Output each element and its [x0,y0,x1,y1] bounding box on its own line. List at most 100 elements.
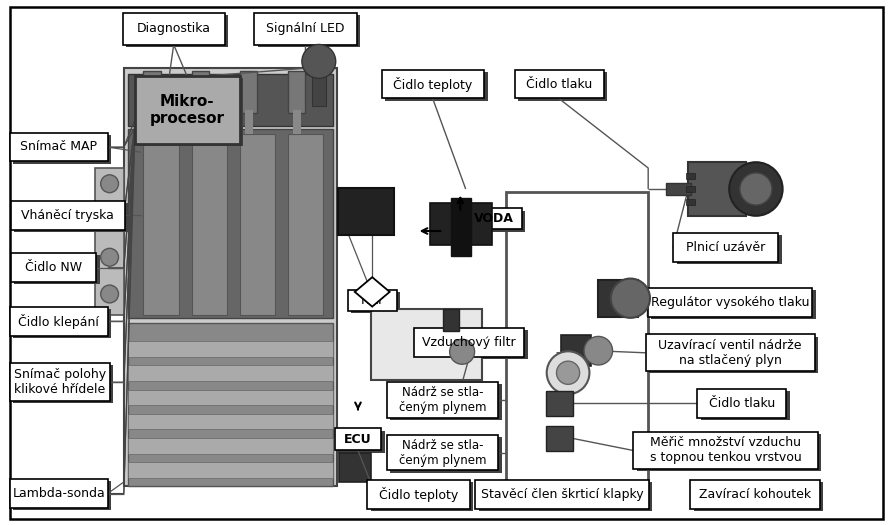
FancyBboxPatch shape [687,199,696,205]
Ellipse shape [556,361,580,384]
Text: Diagnostika: Diagnostika [137,23,211,35]
FancyBboxPatch shape [13,309,112,338]
FancyBboxPatch shape [690,480,820,509]
FancyBboxPatch shape [191,134,227,315]
Text: Uzavírací ventil nádrže
na stlačený plyn: Uzavírací ventil nádrže na stlačený plyn [658,339,802,367]
Text: Signální LED: Signální LED [266,23,345,35]
FancyBboxPatch shape [335,428,381,450]
FancyBboxPatch shape [191,71,209,113]
FancyBboxPatch shape [129,323,333,486]
FancyBboxPatch shape [13,134,112,164]
Text: Měřič množství vzduchu
s topnou tenkou vrstvou: Měřič množství vzduchu s topnou tenkou v… [650,436,802,465]
Ellipse shape [547,351,589,394]
FancyBboxPatch shape [144,71,162,113]
FancyBboxPatch shape [293,110,301,134]
FancyBboxPatch shape [390,437,502,472]
FancyBboxPatch shape [288,71,305,113]
Ellipse shape [611,279,650,318]
FancyBboxPatch shape [443,309,459,331]
FancyBboxPatch shape [126,15,229,47]
FancyBboxPatch shape [135,76,239,144]
Text: Stavěcí člen škrticí klapky: Stavěcí člen škrticí klapky [480,488,643,501]
FancyBboxPatch shape [414,328,524,357]
Text: Vzduchový filtr: Vzduchový filtr [422,336,516,349]
FancyBboxPatch shape [697,388,786,418]
Ellipse shape [730,162,782,216]
FancyBboxPatch shape [129,390,333,405]
FancyBboxPatch shape [144,134,179,315]
FancyBboxPatch shape [129,341,333,357]
Text: Čidlo teploty: Čidlo teploty [379,487,458,502]
Text: ECU: ECU [344,433,371,446]
FancyBboxPatch shape [351,292,400,313]
Text: Čidlo klepání: Čidlo klepání [19,314,99,329]
Polygon shape [355,277,389,307]
Ellipse shape [302,45,336,78]
FancyBboxPatch shape [381,69,484,99]
FancyBboxPatch shape [347,290,396,311]
FancyBboxPatch shape [338,188,394,235]
FancyBboxPatch shape [637,434,822,471]
FancyBboxPatch shape [129,74,333,126]
FancyBboxPatch shape [701,391,789,420]
FancyBboxPatch shape [677,235,781,264]
FancyBboxPatch shape [338,430,385,453]
Text: Regulátor vysokého tlaku: Regulátor vysokého tlaku [651,296,809,309]
FancyBboxPatch shape [418,330,528,359]
FancyBboxPatch shape [129,438,333,454]
FancyBboxPatch shape [687,173,696,179]
FancyBboxPatch shape [479,482,652,511]
FancyBboxPatch shape [13,481,112,510]
FancyBboxPatch shape [10,479,108,508]
FancyBboxPatch shape [149,110,157,134]
FancyBboxPatch shape [689,162,747,216]
FancyBboxPatch shape [10,132,108,162]
Text: Nádrž se stla-
čeným plynem: Nádrž se stla- čeným plynem [399,438,487,467]
FancyBboxPatch shape [239,134,275,315]
FancyBboxPatch shape [647,288,813,317]
FancyBboxPatch shape [649,337,818,373]
Text: Plnicí uzávěr: Plnicí uzávěr [686,242,765,254]
Text: Čidlo teploty: Čidlo teploty [393,77,472,91]
FancyBboxPatch shape [10,363,110,401]
Ellipse shape [101,248,119,266]
Text: Snímač MAP: Snímač MAP [21,141,97,153]
Text: Snímač polohy
klikové hřídele: Snímač polohy klikové hřídele [13,368,105,396]
FancyBboxPatch shape [122,13,225,45]
FancyBboxPatch shape [367,480,470,509]
Text: Nádrž se stla-
čeným plynem: Nádrž se stla- čeným plynem [399,386,487,414]
Text: Čidlo tlaku: Čidlo tlaku [526,78,592,90]
FancyBboxPatch shape [196,110,204,134]
FancyBboxPatch shape [598,280,638,317]
FancyBboxPatch shape [470,211,525,232]
FancyBboxPatch shape [11,201,125,230]
FancyBboxPatch shape [666,183,691,195]
FancyBboxPatch shape [129,414,333,429]
FancyBboxPatch shape [546,426,572,451]
FancyBboxPatch shape [475,480,648,509]
FancyBboxPatch shape [239,71,257,113]
FancyBboxPatch shape [651,290,816,319]
FancyBboxPatch shape [10,7,883,519]
Ellipse shape [101,285,119,303]
FancyBboxPatch shape [514,69,604,99]
FancyBboxPatch shape [14,256,100,285]
FancyBboxPatch shape [245,110,253,134]
FancyBboxPatch shape [633,432,818,469]
FancyBboxPatch shape [387,382,498,418]
Text: Mikro-
procesor: Mikro- procesor [149,94,224,127]
FancyBboxPatch shape [466,208,522,229]
FancyBboxPatch shape [14,203,129,232]
FancyBboxPatch shape [339,453,371,482]
FancyBboxPatch shape [371,309,481,380]
FancyBboxPatch shape [255,13,356,45]
FancyBboxPatch shape [385,71,488,101]
FancyBboxPatch shape [138,78,243,146]
FancyBboxPatch shape [312,72,326,106]
FancyBboxPatch shape [673,233,778,262]
FancyBboxPatch shape [288,134,323,315]
FancyBboxPatch shape [546,391,572,416]
Text: Lambda-sonda: Lambda-sonda [13,487,105,500]
Text: Zavírací kohoutek: Zavírací kohoutek [699,488,811,501]
FancyBboxPatch shape [387,435,498,470]
